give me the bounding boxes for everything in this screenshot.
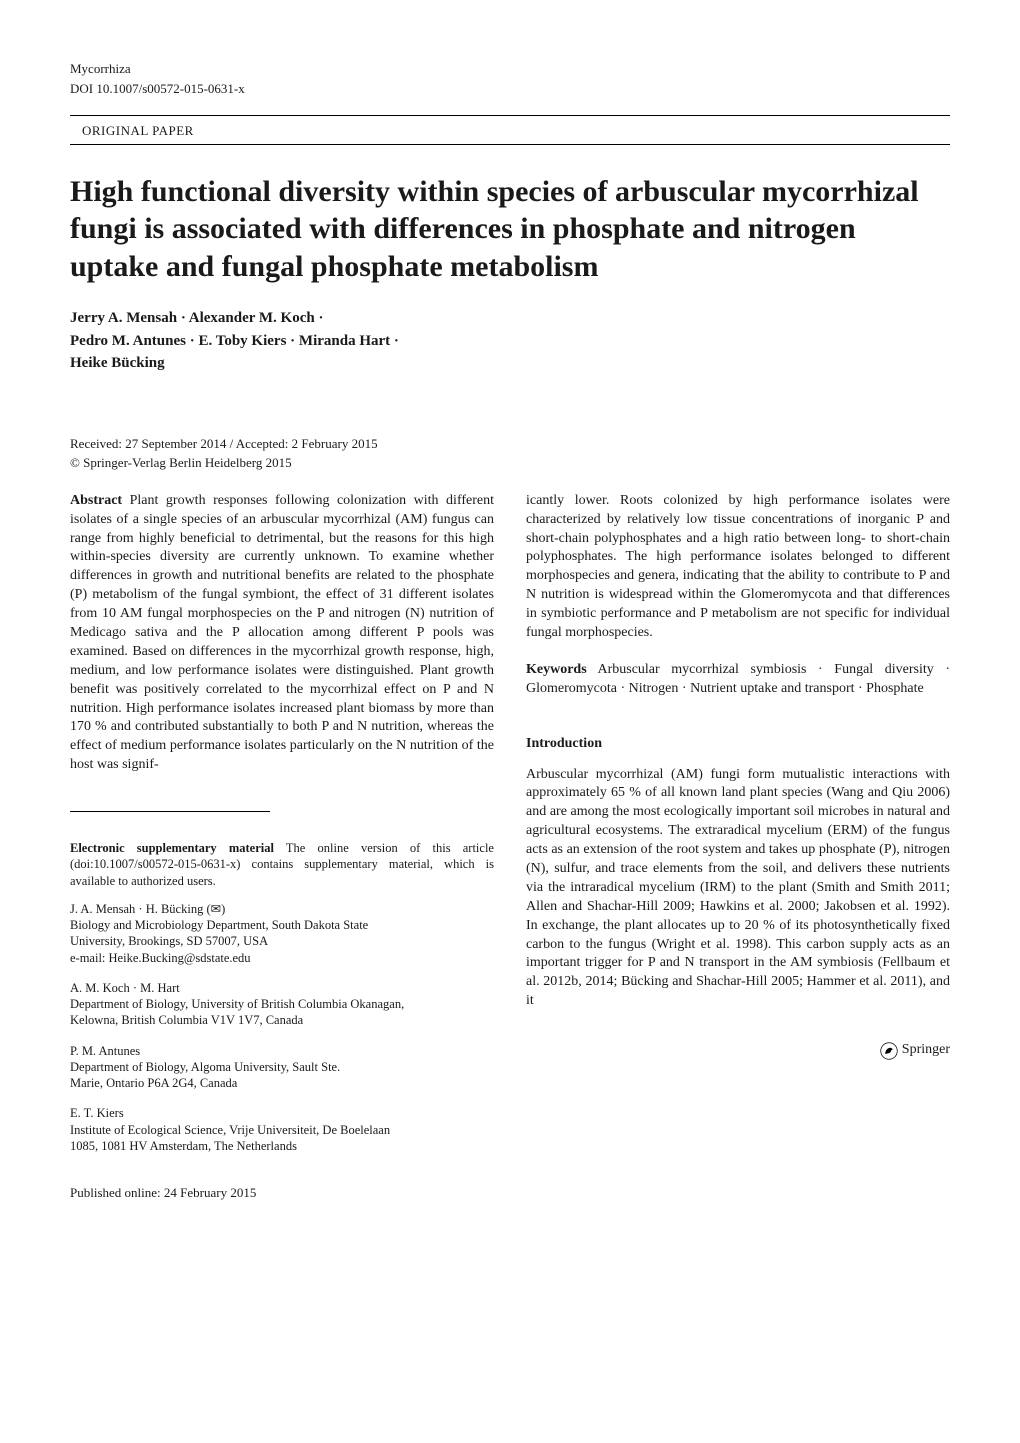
introduction-text: Arbuscular mycorrhizal (AM) fungi form m…: [526, 766, 950, 1012]
affiliation-2: A. M. Koch · M. Hart Department of Biolo…: [70, 980, 494, 1029]
affiliation-3: P. M. Antunes Department of Biology, Alg…: [70, 1043, 494, 1092]
main-columns: Abstract Plant growth responses followin…: [70, 492, 950, 1202]
springer-text: Springer: [902, 1041, 950, 1060]
affil1-email: e-mail: Heike.Bucking@sdstate.edu: [70, 950, 494, 966]
affil2-name: A. M. Koch · M. Hart: [70, 980, 494, 996]
authors-line-2: Pedro M. Antunes · E. Toby Kiers · Miran…: [70, 330, 950, 353]
affil3-name: P. M. Antunes: [70, 1043, 494, 1059]
keywords-block: Keywords Arbuscular mycorrhizal symbiosi…: [526, 661, 950, 699]
affiliation-1: J. A. Mensah · H. Bücking (✉) Biology an…: [70, 901, 494, 966]
keywords-label: Keywords: [526, 662, 587, 677]
copyright-line: © Springer-Verlag Berlin Heidelberg 2015: [70, 454, 950, 472]
affil4-name: E. T. Kiers: [70, 1105, 494, 1121]
abstract-right: icantly lower. Roots colonized by high p…: [526, 492, 950, 643]
affil1-addr2: University, Brookings, SD 57007, USA: [70, 933, 494, 949]
affil1-addr1: Biology and Microbiology Department, Sou…: [70, 917, 494, 933]
rule-bottom: [70, 144, 950, 145]
section-label: ORIGINAL PAPER: [70, 116, 950, 144]
affil2-addr2: Kelowna, British Columbia V1V 1V7, Canad…: [70, 1012, 494, 1028]
published-online: Published online: 24 February 2015: [70, 1184, 494, 1202]
supp-label: Electronic supplementary material: [70, 841, 274, 855]
affil4-addr1: Institute of Ecological Science, Vrije U…: [70, 1122, 494, 1138]
keywords-text: Arbuscular mycorrhizal symbiosis · Funga…: [526, 662, 950, 696]
authors-block: Jerry A. Mensah · Alexander M. Koch · Pe…: [70, 307, 950, 375]
footer: Springer: [526, 1041, 950, 1060]
supp-rule: [70, 811, 270, 812]
affil3-addr2: Marie, Ontario P6A 2G4, Canada: [70, 1075, 494, 1091]
authors-line-1: Jerry A. Mensah · Alexander M. Koch ·: [70, 307, 950, 330]
right-column: icantly lower. Roots colonized by high p…: [526, 492, 950, 1202]
springer-horse-icon: [880, 1042, 898, 1060]
affil1-name: J. A. Mensah · H. Bücking (✉): [70, 901, 494, 917]
affil3-addr1: Department of Biology, Algoma University…: [70, 1059, 494, 1075]
journal-name: Mycorrhiza: [70, 60, 950, 78]
doi: DOI 10.1007/s00572-015-0631-x: [70, 80, 950, 98]
authors-line-3: Heike Bücking: [70, 352, 950, 375]
received-line: Received: 27 September 2014 / Accepted: …: [70, 435, 950, 453]
affil2-addr1: Department of Biology, University of Bri…: [70, 996, 494, 1012]
springer-logo: Springer: [880, 1041, 950, 1060]
abstract-left: Abstract Plant growth responses followin…: [70, 492, 494, 775]
abstract-label: Abstract: [70, 493, 122, 508]
article-title: High functional diversity within species…: [70, 173, 950, 286]
affiliation-4: E. T. Kiers Institute of Ecological Scie…: [70, 1105, 494, 1154]
abstract-left-text: Plant growth responses following coloniz…: [70, 493, 494, 772]
left-column: Abstract Plant growth responses followin…: [70, 492, 494, 1202]
introduction-heading: Introduction: [526, 735, 950, 754]
affil4-addr2: 1085, 1081 HV Amsterdam, The Netherlands: [70, 1138, 494, 1154]
supplementary-block: Electronic supplementary material The on…: [70, 840, 494, 889]
